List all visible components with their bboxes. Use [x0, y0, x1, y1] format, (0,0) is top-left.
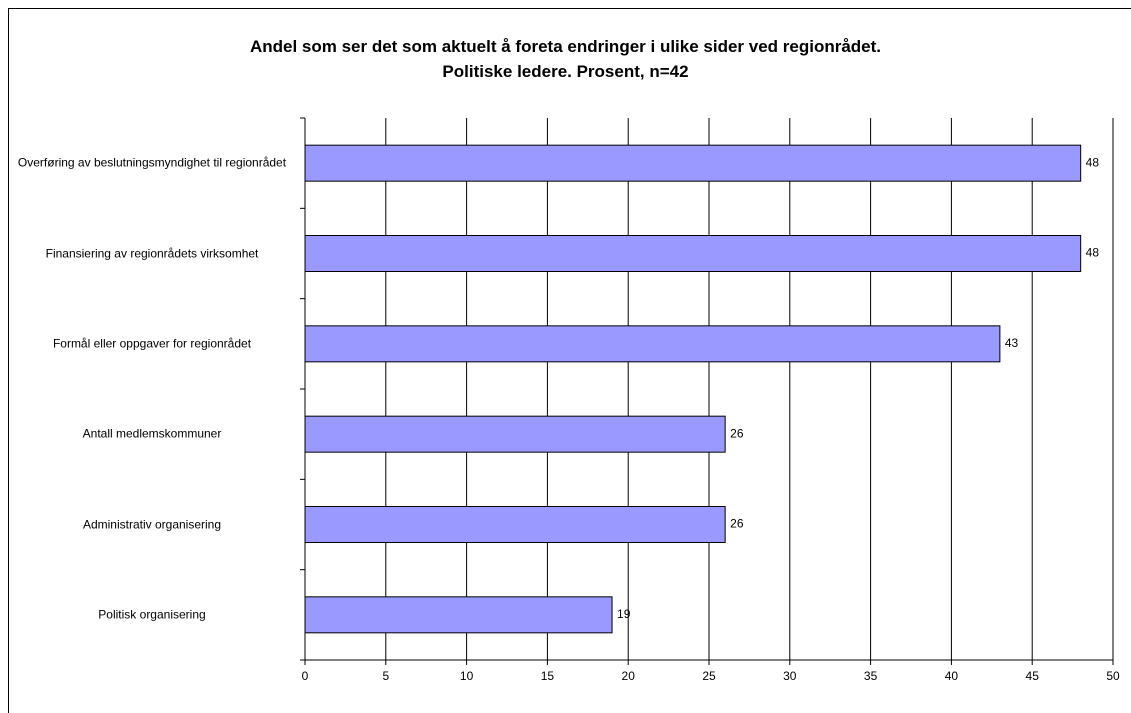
- bar: [304, 325, 1001, 363]
- value-label: 19: [617, 607, 631, 621]
- x-tick-label: 35: [864, 669, 878, 683]
- bar: [304, 506, 726, 543]
- bar: [304, 596, 613, 634]
- x-tick-label: 5: [382, 669, 389, 683]
- bar: [304, 144, 1082, 182]
- value-label: 48: [1086, 246, 1100, 260]
- value-label: 48: [1086, 155, 1100, 169]
- value-label: 26: [730, 426, 744, 440]
- y-tick-label: Administrativ organisering: [82, 517, 222, 531]
- x-tick-label: 50: [1106, 669, 1120, 683]
- y-tick-label: Formål eller oppgaver for regionrådet: [52, 336, 252, 351]
- chart-title: Andel som ser det som aktuelt å foreta e…: [249, 37, 882, 56]
- chart-subtitle: Politiske ledere. Prosent, n=42: [442, 62, 689, 81]
- x-tick-label: 20: [622, 669, 636, 683]
- y-tick-label: Finansiering av regionrådets virksomhet: [45, 246, 259, 260]
- value-label: 43: [1005, 336, 1019, 350]
- x-tick-label: 15: [541, 669, 555, 683]
- x-tick-label: 40: [945, 669, 959, 683]
- x-tick-label: 30: [783, 669, 797, 683]
- x-tick-label: 10: [460, 669, 474, 683]
- value-label: 26: [730, 517, 744, 531]
- y-tick-label: Antall medlemskommuner: [82, 426, 222, 441]
- chart-frame: [8, 8, 1131, 713]
- y-tick-label: Politisk organisering: [98, 607, 206, 622]
- x-tick-label: 0: [302, 669, 309, 683]
- x-tick-label: 25: [702, 669, 716, 683]
- y-tick-label: Overføring av beslutningsmyndighet til r…: [17, 155, 287, 170]
- bar: [304, 235, 1082, 272]
- x-tick-label: 45: [1026, 669, 1040, 683]
- bar: [304, 415, 726, 453]
